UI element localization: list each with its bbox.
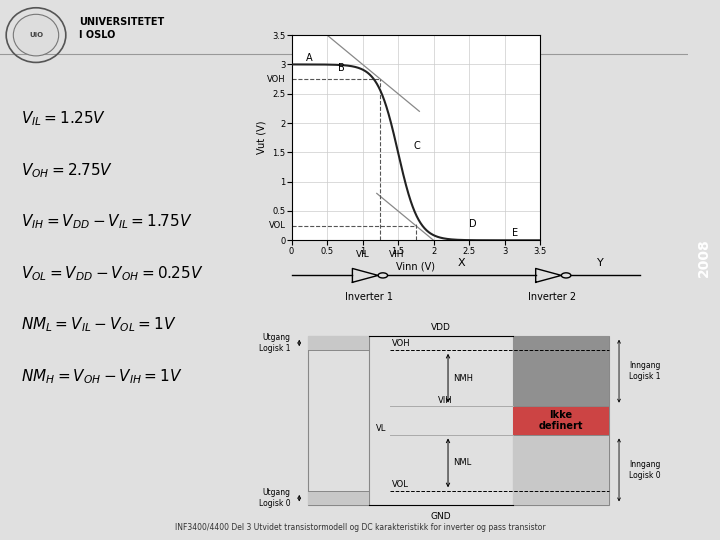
Circle shape bbox=[14, 15, 59, 56]
Text: $V_{IH} = V_{DD} - V_{IL} = 1.75V$: $V_{IH} = V_{DD} - V_{IL} = 1.75V$ bbox=[21, 212, 192, 231]
X-axis label: Vinn (V): Vinn (V) bbox=[396, 261, 436, 271]
Text: $NM_L = V_{IL} - V_{OL} = 1V$: $NM_L = V_{IL} - V_{OL} = 1V$ bbox=[21, 315, 176, 334]
Y-axis label: Vut (V): Vut (V) bbox=[256, 121, 266, 154]
Text: GND: GND bbox=[431, 512, 451, 521]
Text: Inverter 2: Inverter 2 bbox=[528, 292, 576, 302]
Text: VDD: VDD bbox=[431, 323, 451, 332]
Bar bbox=[513, 407, 609, 435]
Text: E: E bbox=[512, 228, 518, 238]
Text: Y: Y bbox=[597, 259, 603, 268]
Text: UiO: UiO bbox=[29, 32, 43, 38]
Text: VIL: VIL bbox=[356, 250, 370, 259]
Text: D: D bbox=[469, 219, 477, 230]
Text: NMH: NMH bbox=[453, 374, 473, 383]
Text: NML: NML bbox=[453, 458, 472, 468]
Text: Inverter 1: Inverter 1 bbox=[345, 292, 393, 302]
Text: VOH: VOH bbox=[267, 75, 286, 84]
Text: $V_{OH} = 2.75V$: $V_{OH} = 2.75V$ bbox=[21, 161, 113, 179]
Text: VIH: VIH bbox=[390, 250, 405, 259]
Text: Inngang
Logisk 0: Inngang Logisk 0 bbox=[629, 460, 661, 480]
Text: Inngang
Logisk 1: Inngang Logisk 1 bbox=[629, 361, 661, 381]
Bar bbox=[513, 336, 609, 407]
Text: VIH: VIH bbox=[438, 396, 452, 405]
Bar bbox=[308, 336, 369, 350]
Text: UNIVERSITETET: UNIVERSITETET bbox=[79, 17, 164, 26]
Text: $V_{IL} = 1.25V$: $V_{IL} = 1.25V$ bbox=[21, 109, 106, 128]
Text: VOL: VOL bbox=[392, 481, 408, 489]
Text: VL: VL bbox=[376, 424, 387, 433]
Text: VOL: VOL bbox=[269, 221, 286, 230]
Text: VOH: VOH bbox=[392, 339, 410, 348]
Text: C: C bbox=[414, 141, 420, 151]
Bar bbox=[308, 336, 369, 505]
Text: Utgang
Logisk 0: Utgang Logisk 0 bbox=[259, 489, 291, 508]
Bar bbox=[513, 435, 609, 505]
Bar bbox=[513, 336, 609, 505]
Text: Ikke
definert: Ikke definert bbox=[539, 410, 583, 431]
Text: Utgang
Logisk 1: Utgang Logisk 1 bbox=[259, 333, 291, 353]
Text: INF3400/4400 Del 3 Utvidet transistormodell og DC karakteristikk for inverter og: INF3400/4400 Del 3 Utvidet transistormod… bbox=[175, 523, 545, 532]
Text: $NM_H = V_{OH} - V_{IH} = 1V$: $NM_H = V_{OH} - V_{IH} = 1V$ bbox=[21, 367, 182, 386]
Text: $V_{OL} = V_{DD} - V_{OH} = 0.25V$: $V_{OL} = V_{DD} - V_{OH} = 0.25V$ bbox=[21, 264, 203, 282]
Text: I OSLO: I OSLO bbox=[79, 30, 115, 39]
Bar bbox=[308, 491, 369, 505]
Text: A: A bbox=[306, 53, 312, 63]
Text: X: X bbox=[458, 259, 465, 268]
Text: 2008: 2008 bbox=[697, 239, 711, 277]
Text: B: B bbox=[338, 63, 345, 73]
